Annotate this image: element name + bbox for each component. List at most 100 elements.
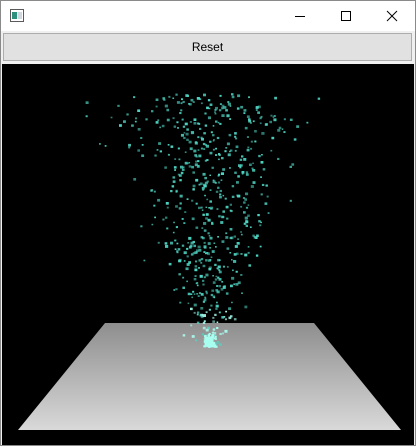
- particle: [245, 220, 249, 224]
- particle: [203, 148, 206, 150]
- particle: [264, 123, 268, 126]
- particle: [203, 132, 206, 135]
- particle: [190, 253, 194, 256]
- minimize-button[interactable]: [277, 1, 323, 31]
- particle: [233, 318, 237, 321]
- particle: [204, 184, 207, 188]
- particle: [192, 252, 196, 255]
- particle: [204, 143, 207, 146]
- particle: [201, 293, 203, 295]
- particle: [255, 109, 258, 111]
- particle: [240, 253, 243, 255]
- particle: [252, 120, 255, 123]
- reset-button[interactable]: Reset: [3, 33, 412, 61]
- particle: [259, 224, 262, 227]
- particle: [137, 128, 141, 131]
- particle: [211, 336, 214, 339]
- particle: [182, 286, 185, 289]
- particle: [217, 258, 220, 262]
- particle: [281, 128, 284, 130]
- particle: [240, 164, 243, 167]
- particle: [233, 253, 237, 256]
- particle: [272, 116, 275, 118]
- particle: [224, 329, 228, 333]
- particle: [178, 158, 181, 161]
- particle: [227, 101, 230, 103]
- particle: [214, 181, 217, 184]
- particle: [245, 192, 249, 196]
- particle: [176, 242, 179, 245]
- particle: [248, 264, 252, 267]
- particle: [206, 198, 209, 201]
- particle: [221, 332, 224, 335]
- particle: [213, 332, 217, 335]
- particle: [213, 296, 216, 299]
- particle: [191, 335, 195, 338]
- particle: [283, 118, 286, 121]
- particle: [204, 297, 207, 299]
- particle: [140, 225, 143, 228]
- particle: [179, 202, 182, 205]
- particle: [245, 219, 248, 222]
- particle: [229, 228, 233, 231]
- particle: [166, 118, 170, 122]
- particle: [182, 276, 185, 279]
- particle: [221, 157, 224, 160]
- particle: [220, 179, 223, 181]
- particle: [171, 185, 175, 188]
- particle: [194, 154, 197, 157]
- particle: [222, 210, 225, 213]
- particle: [215, 147, 217, 150]
- title-bar[interactable]: [1, 1, 415, 31]
- particle: [293, 138, 297, 141]
- particle: [260, 161, 264, 164]
- particle: [179, 301, 182, 304]
- particle: [217, 174, 220, 177]
- particle: [180, 171, 184, 175]
- particle: [119, 124, 122, 127]
- particle: [230, 236, 234, 240]
- particle: [188, 103, 190, 105]
- particle: [217, 265, 221, 269]
- particle: [218, 270, 222, 274]
- particle: [205, 311, 208, 314]
- particle: [123, 120, 126, 123]
- particle: [256, 234, 259, 237]
- particle: [214, 111, 216, 113]
- particle: [170, 190, 173, 193]
- particle: [206, 106, 209, 110]
- particle: [159, 126, 161, 129]
- particle: [202, 326, 206, 330]
- particle: [204, 194, 206, 197]
- particle: [243, 112, 246, 114]
- particle: [205, 292, 208, 295]
- particle: [197, 149, 200, 151]
- maximize-button[interactable]: [323, 1, 369, 31]
- particle: [193, 122, 197, 125]
- particle: [183, 132, 186, 134]
- particle: [218, 153, 221, 155]
- floor-plane: [18, 323, 401, 430]
- particle: [225, 205, 229, 209]
- particle: [133, 96, 136, 99]
- particle: [200, 307, 204, 310]
- particle: [195, 260, 198, 263]
- particle: [228, 316, 232, 320]
- particle: [220, 288, 224, 291]
- particle: [180, 133, 184, 137]
- particle: [196, 313, 199, 316]
- particle: [181, 218, 184, 220]
- particle: [204, 342, 207, 345]
- particle: [236, 107, 240, 110]
- particle: [197, 122, 200, 125]
- close-button[interactable]: [369, 1, 415, 31]
- particle: [277, 157, 280, 160]
- particle: [277, 128, 281, 132]
- particle: [161, 124, 165, 128]
- particle: [250, 147, 253, 150]
- particle: [243, 109, 247, 112]
- particle: [243, 201, 246, 204]
- 3d-viewport[interactable]: [2, 64, 414, 445]
- particle: [184, 151, 187, 153]
- particle: [289, 165, 292, 168]
